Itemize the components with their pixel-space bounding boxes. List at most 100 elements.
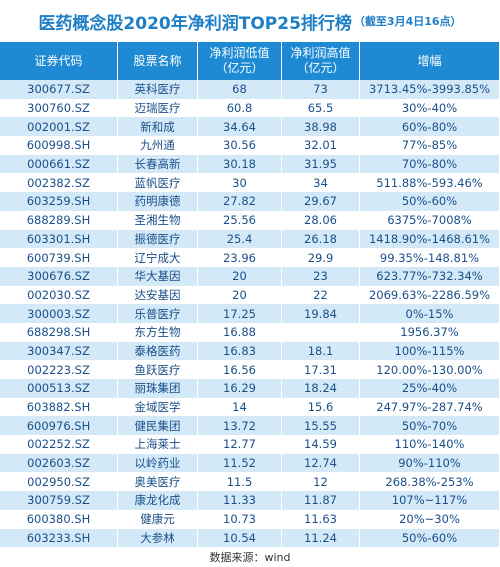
table-cell: 鱼跃医疗 [118, 360, 198, 379]
table-body: 300677.SZ 英科医疗 68 73 3713.45%-3993.85% 300760… [0, 80, 500, 548]
table-cell: 623.77%-732.34% [360, 266, 500, 286]
table-cell: 大参林 [118, 528, 198, 548]
table-cell: 27.82 [198, 192, 282, 211]
table-cell: 34 [282, 173, 360, 193]
table-row: 002382.SZ 蓝帆医疗 30 34 511.88%-593.46% [0, 173, 500, 193]
table-cell: 达安基因 [118, 285, 198, 305]
table-cell: 603259.SH [0, 192, 118, 211]
table-cell: 28.06 [282, 210, 360, 230]
table-cell: 10.73 [198, 509, 282, 529]
table-cell: 50%-60% [360, 528, 500, 548]
table-cell: 迈瑞医疗 [118, 98, 198, 118]
table-cell: 90%-110% [360, 453, 500, 473]
table-cell: 16.56 [198, 360, 282, 379]
table-cell: 11.63 [282, 509, 360, 529]
table-cell: 25%-40% [360, 379, 500, 398]
table-cell: 688289.SH [0, 210, 118, 230]
table-cell: 603233.SH [0, 528, 118, 548]
table-cell: 600976.SH [0, 416, 118, 436]
table-cell: 30%-40% [360, 98, 500, 118]
table-cell: 68 [198, 80, 282, 99]
table-cell: 11.33 [198, 491, 282, 510]
table-cell: 002382.SZ [0, 173, 118, 193]
table-row: 002223.SZ 鱼跃医疗 16.56 17.31 120.00%-130.00% [0, 360, 500, 379]
table-row: 002001.SZ 新和成 34.64 38.98 60%-80% [0, 117, 500, 137]
table-cell: 16.83 [198, 341, 282, 361]
table-cell: 002001.SZ [0, 117, 118, 137]
table-row: 002252.SZ 上海莱士 12.77 14.59 110%-140% [0, 435, 500, 454]
table-cell: 23 [282, 266, 360, 286]
table-cell: 13.72 [198, 416, 282, 436]
table-cell: 九州通 [118, 136, 198, 155]
table-cell: 健康元 [118, 509, 198, 529]
table-cell: 30 [198, 173, 282, 193]
table-cell: 18.1 [282, 341, 360, 361]
table-cell: 华大基因 [118, 266, 198, 286]
table-row: 002603.SZ 以岭药业 11.52 12.74 90%-110% [0, 453, 500, 473]
table-cell: 0%-15% [360, 304, 500, 323]
table-cell: 100%-115% [360, 341, 500, 361]
table-cell: 32.01 [282, 136, 360, 155]
table-cell: 新和成 [118, 117, 198, 137]
table-cell: 34.64 [198, 117, 282, 137]
table-row: 600998.SH 九州通 30.56 32.01 77%-85% [0, 136, 500, 155]
table-cell: 20 [198, 266, 282, 286]
table-row: 600739.SH 辽宁成大 23.96 29.9 99.35%-148.81% [0, 248, 500, 267]
column-header: 证券代码 [0, 42, 118, 80]
table-cell: 健民集团 [118, 416, 198, 436]
table-cell: 以岭药业 [118, 453, 198, 473]
table-row: 300003.SZ 乐普医疗 17.25 19.84 0%-15% [0, 304, 500, 323]
table-cell: 18.24 [282, 379, 360, 398]
table-row: 603233.SH 大参林 10.54 11.24 50%-60% [0, 528, 500, 548]
table-cell: 107%~117% [360, 491, 500, 510]
table-cell: 11.24 [282, 528, 360, 548]
table-header: 证券代码 股票名称 净利润低值 （亿元） 净利润高值 （亿元） 增幅 [0, 42, 500, 80]
column-header: 净利润低值 （亿元） [198, 42, 282, 80]
table-cell: 蓝帆医疗 [118, 173, 198, 193]
table-cell: 000513.SZ [0, 379, 118, 398]
table-cell: 17.25 [198, 304, 282, 323]
column-header: 增幅 [360, 42, 500, 80]
table-cell: 23.96 [198, 248, 282, 267]
table-cell: 辽宁成大 [118, 248, 198, 267]
table-cell: 14.59 [282, 435, 360, 454]
table-row: 603882.SH 金域医学 14 15.6 247.97%-287.74% [0, 397, 500, 417]
table-row: 300347.SZ 泰格医药 16.83 18.1 100%-115% [0, 341, 500, 361]
table-cell: 药明康德 [118, 192, 198, 211]
table-cell: 99.35%-148.81% [360, 248, 500, 267]
table-cell: 73 [282, 80, 360, 99]
table-cell: 511.88%-593.46% [360, 173, 500, 193]
table-cell: 12.74 [282, 453, 360, 473]
table-cell: 002603.SZ [0, 453, 118, 473]
table-cell: 25.4 [198, 229, 282, 249]
table-cell: 38.98 [282, 117, 360, 137]
table-cell: 26.18 [282, 229, 360, 249]
table-cell: 300759.SZ [0, 491, 118, 510]
table-cell: 20%~30% [360, 509, 500, 529]
column-header: 股票名称 [118, 42, 198, 80]
table-cell: 002030.SZ [0, 285, 118, 305]
table-cell: 30.18 [198, 154, 282, 174]
table-cell: 14 [198, 397, 282, 417]
table-cell: 丽珠集团 [118, 379, 198, 398]
table-cell: 110%-140% [360, 435, 500, 454]
table-row: 000513.SZ 丽珠集团 16.29 18.24 25%-40% [0, 379, 500, 398]
table-cell: 康龙化成 [118, 491, 198, 510]
table-cell: 002950.SZ [0, 472, 118, 492]
table-row: 002030.SZ 达安基因 20 22 2069.63%-2286.59% [0, 285, 500, 305]
table-cell: 247.97%-287.74% [360, 397, 500, 417]
table-cell: 乐普医疗 [118, 304, 198, 323]
table-cell: 30.56 [198, 136, 282, 155]
table-cell: 31.95 [282, 154, 360, 174]
table-cell: 688298.SH [0, 322, 118, 342]
table-cell: 东方生物 [118, 322, 198, 342]
table-row: 600976.SH 健民集团 13.72 15.55 50%-70% [0, 416, 500, 436]
table-cell: 15.6 [282, 397, 360, 417]
title-bar: 医药概念股2020年净利润TOP25排行榜 （截至3月4日16点） [0, 0, 500, 42]
table-cell: 300347.SZ [0, 341, 118, 361]
table-cell: 29.9 [282, 248, 360, 267]
subtitle: （截至3月4日16点） [353, 15, 462, 28]
source: 数据来源：wind [209, 550, 291, 564]
table-cell: 29.67 [282, 192, 360, 211]
table-cell: 268.38%-253% [360, 472, 500, 492]
